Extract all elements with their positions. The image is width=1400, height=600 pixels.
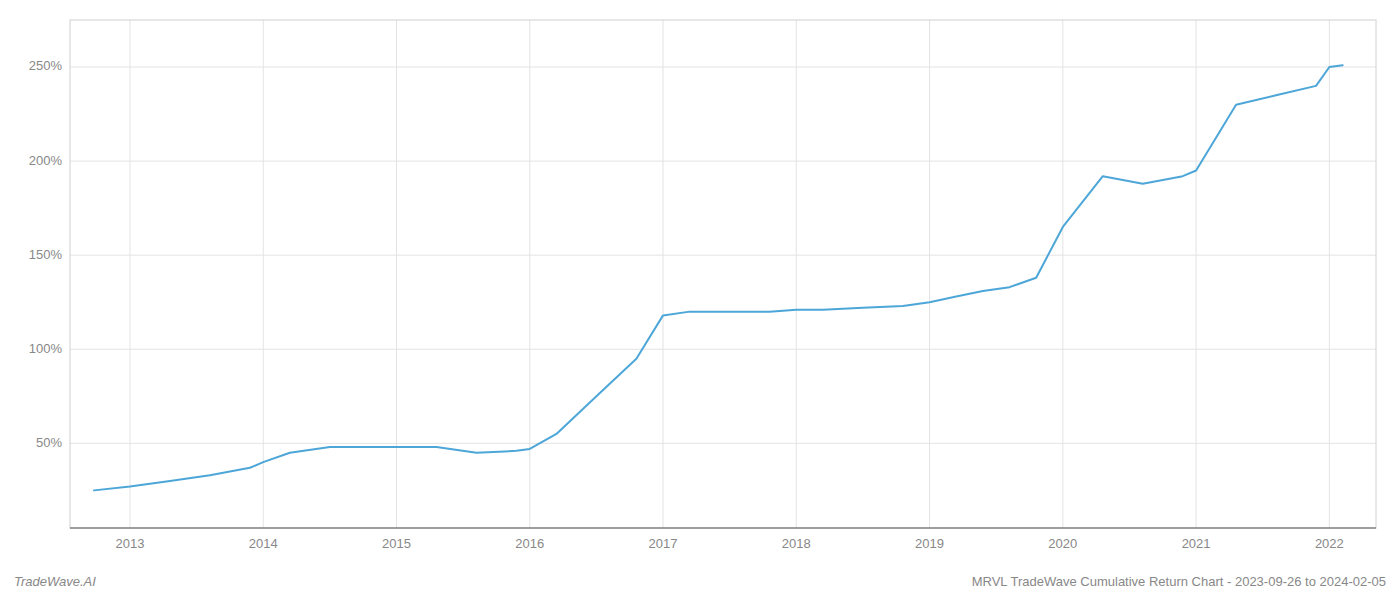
x-tick-label: 2016 — [515, 536, 544, 551]
x-tick-label: 2022 — [1315, 536, 1344, 551]
x-tick-label: 2014 — [249, 536, 278, 551]
y-tick-label: 150% — [29, 247, 63, 262]
x-grid-line — [796, 20, 797, 528]
x-grid-line — [263, 20, 264, 528]
y-tick-label: 100% — [29, 341, 63, 356]
chart-svg: 50% 100% 150% 200% 250% 2013 2014 2015 2016 2017 2… — [0, 0, 1400, 600]
x-grid-line — [929, 20, 930, 528]
y-grid-line — [70, 67, 1376, 68]
x-tick-label: 2020 — [1048, 536, 1077, 551]
tick-labels: 50% 100% 150% 200% 250% 2013 2014 2015 2016 2017 2… — [29, 58, 1344, 551]
chart-title: MRVL TradeWave Cumulative Return Chart -… — [972, 574, 1386, 589]
watermark: TradeWave.AI — [14, 574, 96, 589]
x-tick-label: 2021 — [1182, 536, 1211, 551]
y-grid-line — [70, 161, 1376, 162]
x-grid-line — [1062, 20, 1063, 528]
y-grid-line — [70, 255, 1376, 256]
x-tick-label: 2015 — [382, 536, 411, 551]
x-tick-label: 2013 — [116, 536, 145, 551]
line-series — [94, 65, 1343, 490]
x-tick-label: 2018 — [782, 536, 811, 551]
y-grid-line — [70, 443, 1376, 444]
x-tick-label: 2017 — [649, 536, 678, 551]
x-grid-line — [1196, 20, 1197, 528]
x-grid-line — [663, 20, 664, 528]
x-grid-line — [396, 20, 397, 528]
series-group — [94, 65, 1343, 490]
y-tick-label: 50% — [36, 435, 62, 450]
grid — [70, 20, 1376, 528]
y-grid-line — [70, 349, 1376, 350]
x-grid-line — [129, 20, 130, 528]
y-tick-label: 250% — [29, 58, 63, 73]
x-axis-line — [70, 528, 1376, 529]
x-grid-line — [529, 20, 530, 528]
plot-frame — [70, 20, 1376, 528]
x-tick-label: 2019 — [915, 536, 944, 551]
y-tick-label: 200% — [29, 153, 63, 168]
chart-container: 50% 100% 150% 200% 250% 2013 2014 2015 2016 2017 2… — [0, 0, 1400, 600]
x-grid-line — [1329, 20, 1330, 528]
